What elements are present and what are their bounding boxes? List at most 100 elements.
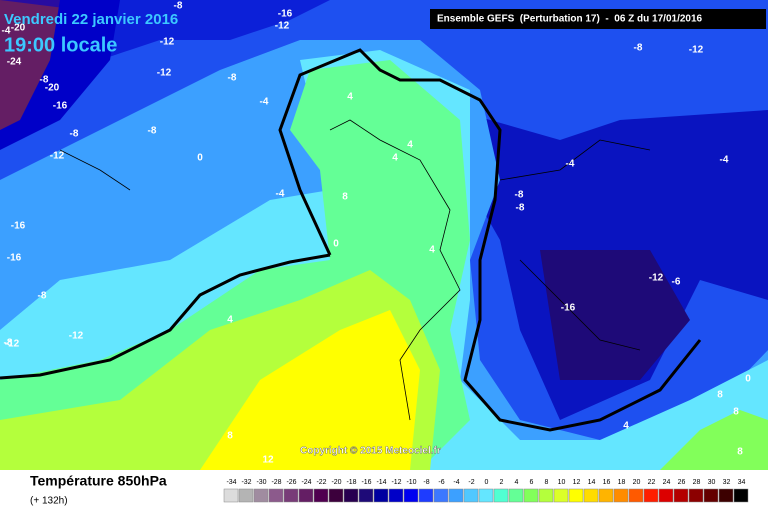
contour-label: 4 bbox=[623, 421, 629, 432]
contour-label: -12 bbox=[275, 21, 290, 32]
contour-label: 8 bbox=[733, 407, 739, 418]
scale-swatch bbox=[373, 488, 389, 503]
contour-label: -12 bbox=[69, 331, 84, 342]
scale-label: -20 bbox=[331, 479, 341, 486]
scale-swatch bbox=[298, 488, 314, 503]
contour-label: -8 bbox=[70, 129, 79, 140]
contour-label: -20 bbox=[11, 23, 26, 34]
scale-swatch bbox=[433, 488, 449, 503]
scale-swatch bbox=[283, 488, 299, 503]
scale-swatch bbox=[643, 488, 659, 503]
scale-label: -4 bbox=[453, 479, 459, 486]
scale-label: -12 bbox=[391, 479, 401, 486]
scale-swatch bbox=[613, 488, 629, 503]
contour-label: -6 bbox=[672, 277, 681, 288]
copyright: Copyright © 2015 Meteociel.fr bbox=[300, 446, 441, 457]
contour-label: -8 bbox=[40, 75, 49, 86]
scale-swatch bbox=[673, 488, 689, 503]
contour-label: -20 bbox=[45, 83, 60, 94]
scale-label: 10 bbox=[558, 479, 566, 486]
scale-label: -32 bbox=[241, 479, 251, 486]
scale-label: 8 bbox=[545, 479, 549, 486]
scale-swatch bbox=[268, 488, 284, 503]
scale-swatch bbox=[343, 488, 359, 503]
scale-label: -26 bbox=[286, 479, 296, 486]
contour-label: 0 bbox=[745, 374, 751, 385]
scale-swatch bbox=[418, 488, 434, 503]
footer-lead: (+ 132h) bbox=[30, 496, 68, 507]
scale-label: -8 bbox=[423, 479, 429, 486]
contour-label: 0 bbox=[333, 239, 339, 250]
contour-label: 12 bbox=[262, 455, 274, 466]
scale-swatch bbox=[223, 488, 239, 503]
contour-label: -12 bbox=[50, 151, 65, 162]
scale-swatch bbox=[388, 488, 404, 503]
contour-label: 8 bbox=[717, 390, 723, 401]
contour-label: -16 bbox=[7, 253, 22, 264]
scale-swatch bbox=[328, 488, 344, 503]
scale-label: -18 bbox=[346, 479, 356, 486]
scale-label: -28 bbox=[271, 479, 281, 486]
run-info: Ensemble GEFS (Perturbation 17) - 06 Z d… bbox=[437, 14, 703, 25]
scale-label: -22 bbox=[316, 479, 326, 486]
scale-swatch bbox=[658, 488, 674, 503]
scale-label: 2 bbox=[500, 479, 504, 486]
contour-label: 8 bbox=[227, 431, 233, 442]
scale-label: 0 bbox=[485, 479, 489, 486]
scale-swatch bbox=[493, 488, 509, 503]
scale-swatch bbox=[553, 488, 569, 503]
scale-label: 6 bbox=[530, 479, 534, 486]
scale-swatch bbox=[463, 488, 479, 503]
contour-label: -8 bbox=[4, 338, 13, 349]
scale-swatch bbox=[448, 488, 464, 503]
contour-label: 4 bbox=[227, 315, 233, 326]
contour-label: -16 bbox=[278, 9, 293, 20]
map-date: Vendredi 22 janvier 2016 bbox=[4, 11, 178, 28]
contour-label: 4 bbox=[347, 92, 353, 103]
scale-swatch bbox=[583, 488, 599, 503]
contour-label: -16 bbox=[561, 303, 576, 314]
scale-swatch bbox=[478, 488, 494, 503]
contour-label: 4 bbox=[429, 245, 435, 256]
contour-label: -12 bbox=[157, 68, 172, 79]
contour-label: -8 bbox=[516, 203, 525, 214]
contour-label: -12 bbox=[160, 37, 175, 48]
scale-label: 30 bbox=[708, 479, 716, 486]
scale-swatch bbox=[313, 488, 329, 503]
contour-label: -4 bbox=[720, 155, 729, 166]
scale-swatch bbox=[628, 488, 644, 503]
scale-swatch bbox=[703, 488, 719, 503]
scale-swatch bbox=[238, 488, 254, 503]
contour-label: -8 bbox=[174, 1, 183, 12]
scale-swatch bbox=[568, 488, 584, 503]
scale-label: 20 bbox=[633, 479, 641, 486]
scale-label: 18 bbox=[618, 479, 626, 486]
contour-label: 4 bbox=[392, 153, 398, 164]
contour-label: -12 bbox=[5, 339, 20, 350]
scale-label: 26 bbox=[678, 479, 686, 486]
scale-label: 16 bbox=[603, 479, 611, 486]
scale-swatch bbox=[718, 488, 734, 503]
scale-swatch bbox=[523, 488, 539, 503]
contour-label: 8 bbox=[737, 447, 743, 458]
run-box bbox=[430, 9, 766, 29]
contour-label: -12 bbox=[689, 45, 704, 56]
scale-swatch bbox=[508, 488, 524, 503]
contour-label: -4 bbox=[276, 189, 285, 200]
scale-label: -24 bbox=[301, 479, 311, 486]
scale-swatch bbox=[733, 488, 749, 503]
contour-label: -24 bbox=[7, 57, 22, 68]
scale-label: 22 bbox=[648, 479, 656, 486]
scale-swatch bbox=[598, 488, 614, 503]
scale-swatch bbox=[358, 488, 374, 503]
contour-label: 0 bbox=[197, 153, 203, 164]
map-background bbox=[0, 0, 768, 470]
scale-label: 12 bbox=[573, 479, 581, 486]
scale-label: -14 bbox=[376, 479, 386, 486]
scale-label: 4 bbox=[515, 479, 519, 486]
scale-label: -34 bbox=[226, 479, 236, 486]
scale-swatch bbox=[253, 488, 269, 503]
scale-label: -6 bbox=[438, 479, 444, 486]
scale-swatch bbox=[403, 488, 419, 503]
